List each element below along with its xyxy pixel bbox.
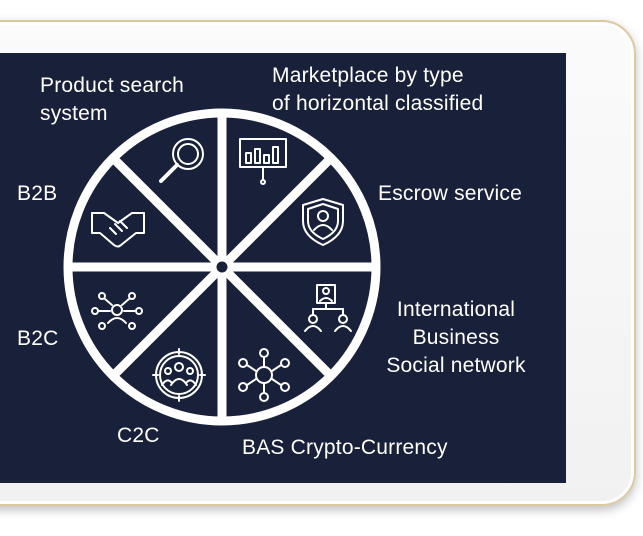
label-b2b: B2B [17,182,58,205]
label-bas-crypto-currency: BAS Crypto-Currency [242,436,448,459]
label-escrow-service: Escrow service [378,182,522,205]
service-wheel [63,108,381,426]
handshake-icon [91,212,145,248]
label-c2c: C2C [117,424,160,447]
people-network-icon [91,292,143,330]
org-chart-icon [304,284,352,332]
crypto-network-icon [238,348,290,402]
label-product-search-system: Product search system [40,74,185,125]
shield-user-icon [302,198,344,246]
presentation-board-icon [239,138,287,185]
tablet-screen: Product search system Marketplace by typ… [0,53,566,483]
group-target-icon [152,348,206,402]
label-marketplace: Marketplace by type of horizontal classi… [272,64,484,115]
magnifier-icon [159,138,204,183]
label-b2c: B2C [17,327,59,350]
wheel-hub [213,258,231,276]
label-international-business-social-network: International Business Social network [386,298,526,377]
